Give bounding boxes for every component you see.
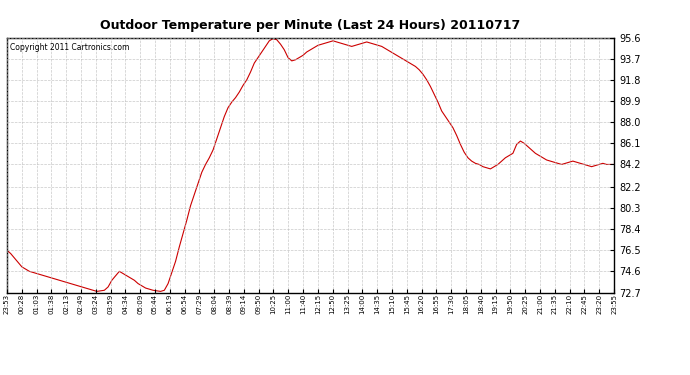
Text: Outdoor Temperature per Minute (Last 24 Hours) 20110717: Outdoor Temperature per Minute (Last 24 … bbox=[100, 19, 521, 32]
Text: Copyright 2011 Cartronics.com: Copyright 2011 Cartronics.com bbox=[10, 43, 129, 52]
